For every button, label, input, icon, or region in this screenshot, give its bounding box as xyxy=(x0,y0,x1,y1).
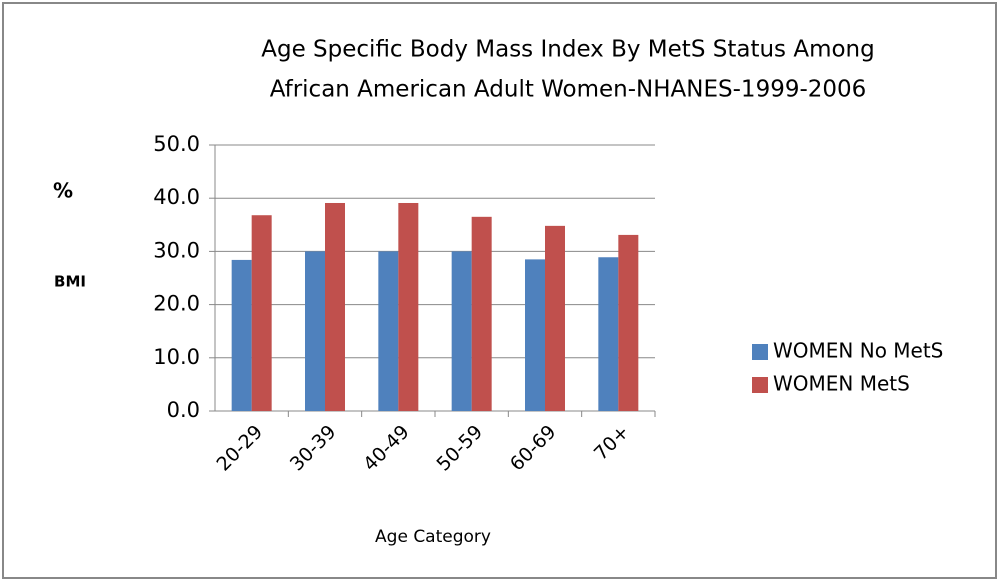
bar xyxy=(618,234,639,411)
legend-label: WOMEN No MetS xyxy=(773,339,943,363)
bar xyxy=(231,259,252,411)
y-tick-label: 10.0 xyxy=(153,345,200,369)
y-tick-label: 40.0 xyxy=(153,185,200,209)
y-axis-label: % xyxy=(53,179,73,203)
y-tick-label: 0.0 xyxy=(167,398,200,422)
x-axis-label: Age Category xyxy=(375,527,491,547)
bar xyxy=(251,215,272,411)
bar xyxy=(525,259,545,411)
chart-title: African American Adult Women-NHANES-1999… xyxy=(270,77,867,103)
bar xyxy=(378,251,399,411)
bar xyxy=(305,251,325,411)
y-axis-label: BMI xyxy=(54,273,86,291)
y-tick-label: 50.0 xyxy=(153,132,200,156)
bar xyxy=(451,251,472,411)
bar xyxy=(545,225,565,411)
bar xyxy=(598,257,619,411)
bar xyxy=(325,202,345,411)
bar xyxy=(471,216,492,411)
chart-title: Age Specific Body Mass Index By MetS Sta… xyxy=(261,37,874,63)
legend-swatch xyxy=(752,377,768,393)
legend-label: WOMEN MetS xyxy=(773,372,910,396)
y-tick-label: 30.0 xyxy=(153,238,200,262)
legend-swatch xyxy=(752,344,768,360)
y-tick-label: 20.0 xyxy=(153,292,200,316)
bar xyxy=(398,202,419,411)
